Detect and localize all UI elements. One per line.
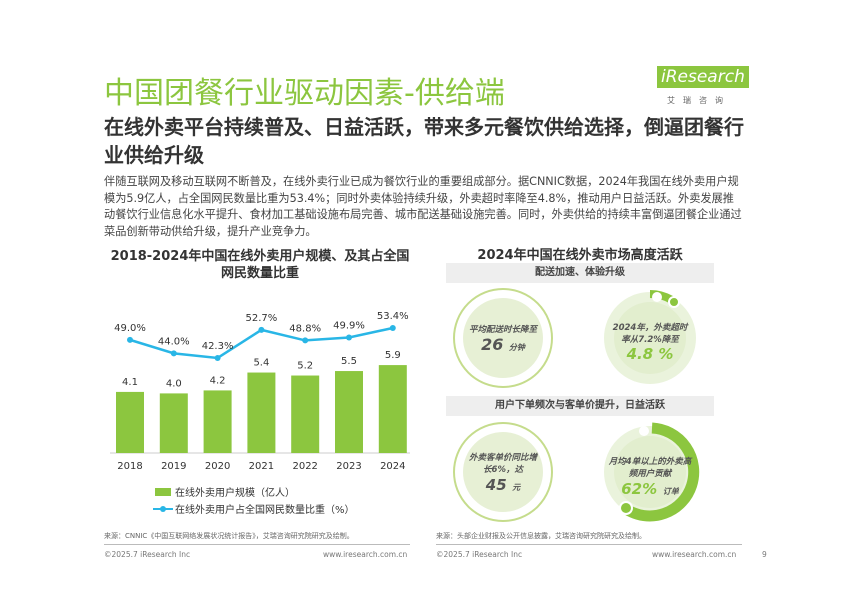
bar-label-2023: 5.5: [341, 356, 357, 367]
bar-line-chart: 4.1 2018 4.0 2019 4.2 2020 5.4 2021 5.2 2022 5.5 20…: [110, 311, 410, 516]
frequent-users-value: 62%: [621, 479, 658, 498]
line-point-2022: [302, 337, 309, 344]
bar-2023: [335, 371, 363, 453]
bar-label-2018: 4.1: [122, 377, 138, 388]
overtime-text-block: 2024年，外卖超时率从7.2%降至 4.8 %: [612, 312, 688, 372]
source-right: 来源：头部企业财报及公开信息披露，艾瑞咨询研究院研究及绘制。: [436, 532, 646, 540]
x-tick-2023: 2023: [336, 461, 361, 472]
source-left: 来源：CNNIC《中国互联网络发展状况统计报告》，艾瑞咨询研究院研究及绘制。: [104, 532, 354, 540]
x-tick-2020: 2020: [205, 461, 230, 472]
order-price-unit: 元: [512, 482, 521, 492]
line-point-2024: [389, 325, 396, 331]
bar-2018: [116, 391, 144, 453]
frequent-users-text-block: 月均4单以上的外卖高频用户贡献 62% 订单: [608, 448, 692, 504]
delivery-time-unit: 分钟: [508, 342, 525, 352]
frequent-users-unit: 订单: [662, 486, 679, 496]
band-delivery: 配送加速、体验升级: [446, 263, 714, 283]
logo-cn: 艾瑞咨询: [667, 96, 731, 105]
bar-label-2019: 4.0: [166, 378, 182, 389]
band-activity: 用户下单频次与客单价提升，日益活跃: [446, 396, 714, 416]
line-point-2023: [346, 334, 352, 341]
bar-2019: [159, 393, 188, 453]
order-price-text: 外卖客单价同比增长6%，达: [468, 452, 537, 475]
bar-2020: [203, 390, 232, 453]
bar-2024: [378, 365, 407, 453]
copyright-left: ©2025.7 iResearch Inc: [104, 550, 191, 559]
line-label-2020: 42.3%: [202, 341, 234, 352]
bar-label-2020: 4.2: [210, 375, 226, 386]
overtime-ring: [604, 290, 696, 384]
line-point-2020: [214, 354, 221, 361]
line-point-2018: [127, 336, 133, 343]
logo-brand: iResearch: [657, 66, 749, 88]
url-right[interactable]: www.iresearch.com.cn: [652, 550, 737, 559]
footer-divider-left: [104, 544, 410, 545]
page-subtitle: 在线外卖平台持续普及、日益活跃，带来多元餐饮供给选择，倒逼团餐行业供给升级: [104, 115, 744, 167]
bar-2021: [247, 372, 276, 453]
line-point-2019: [170, 350, 177, 357]
overtime-value: 4.8 %: [626, 345, 674, 363]
x-tick-2019: 2019: [161, 461, 186, 472]
legend-bar-swatch: [155, 488, 171, 496]
line-label-2021: 52.7%: [246, 313, 278, 324]
legend-line-marker: [160, 506, 166, 512]
order-price-circle: 外卖客单价同比增长6%，达 45 元: [453, 422, 553, 522]
body-paragraph: 伴随互联网及移动互联网不断普及，在线外卖行业已成为餐饮行业的重要组成部分。据CN…: [104, 175, 742, 238]
line-label-2019: 44.0%: [158, 336, 190, 347]
right-title: 2024年中国在线外卖市场高度活跃: [477, 248, 683, 263]
page-title: 中国团餐行业驱动因素-供给端: [104, 76, 505, 111]
x-tick-2018: 2018: [117, 461, 142, 472]
delivery-time-circle: 平均配送时长降至 26 分钟: [453, 288, 553, 388]
bar-label-2024: 5.9: [385, 350, 401, 361]
line-label-2023: 49.9%: [333, 320, 365, 331]
footer-divider-right: [436, 544, 742, 545]
bar-label-2021: 5.4: [253, 358, 269, 369]
page-number: 9: [762, 550, 767, 559]
legend-line-label: 在线外卖用户占全国网民数量比重（%）: [175, 503, 355, 516]
order-price-value: 45: [485, 475, 507, 494]
legend-bar-label: 在线外卖用户规模（亿人）: [175, 486, 295, 499]
line-label-2022: 48.8%: [289, 323, 321, 334]
line-label-2024: 53.4%: [377, 311, 409, 322]
url-left[interactable]: www.iresearch.com.cn: [323, 550, 408, 559]
line-point-2021: [258, 326, 265, 333]
overtime-text: 2024年，外卖超时率从7.2%降至: [612, 323, 688, 345]
x-tick-2024: 2024: [380, 461, 405, 472]
chart-title: 2018-2024年中国在线外卖用户规模、及其占全国网民数量比重: [110, 249, 410, 281]
x-tick-2021: 2021: [249, 461, 274, 472]
line-label-2018: 49.0%: [114, 323, 146, 334]
x-tick-2022: 2022: [292, 461, 317, 472]
bar-2022: [291, 375, 320, 453]
copyright-right: ©2025.7 iResearch Inc: [436, 550, 523, 559]
bar-label-2022: 5.2: [297, 361, 313, 372]
delivery-time-text: 平均配送时长降至: [468, 324, 537, 335]
delivery-time-value: 26: [481, 334, 504, 354]
frequent-users-ring: [604, 422, 700, 522]
iresearch-logo: iResearch 艾瑞咨询: [657, 66, 749, 106]
frequent-users-text: 月均4单以上的外卖高频用户贡献: [608, 456, 692, 479]
